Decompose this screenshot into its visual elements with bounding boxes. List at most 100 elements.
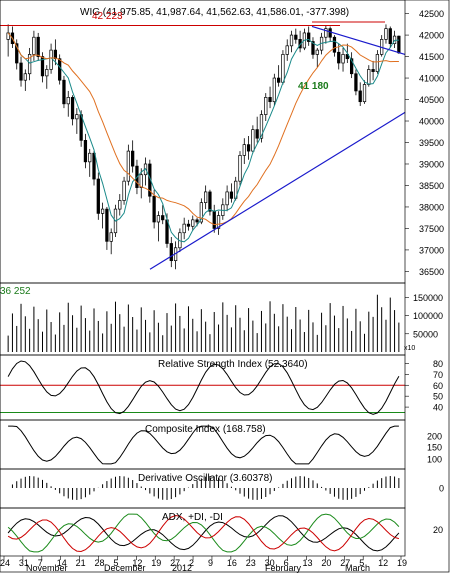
candle-body — [281, 54, 285, 83]
short-moving-average-line — [7, 32, 399, 243]
day-tick-label: 23 — [246, 558, 256, 568]
minus-di-line — [7, 514, 400, 553]
rsi-tick-label: 70 — [433, 370, 443, 380]
candle-body — [139, 174, 143, 188]
candle-body — [88, 152, 92, 163]
candle-body — [199, 202, 203, 223]
candle-body — [268, 97, 272, 103]
candle-body — [100, 208, 105, 214]
rsi-tick-label: 80 — [433, 359, 443, 369]
candle-body — [212, 210, 216, 229]
price-tick-label: 36500 — [419, 267, 444, 277]
derivative-panel — [11, 476, 400, 500]
composite-panel — [8, 425, 399, 465]
price-tick-label: 39000 — [419, 159, 444, 169]
candle-body — [354, 73, 358, 92]
candle-body — [15, 43, 19, 64]
candle-body — [62, 79, 66, 105]
candle-body — [337, 51, 341, 64]
candle-body — [109, 232, 113, 242]
candle-body — [371, 69, 375, 72]
candle-body — [27, 54, 32, 75]
candle-body — [294, 34, 298, 40]
rsi-title: Relative Strength Index (52.3640) — [158, 359, 308, 370]
volume-tick-label: 100000 — [413, 311, 443, 321]
price-tick-label: 38500 — [419, 181, 444, 191]
candle-body — [362, 84, 367, 103]
day-tick-label: 13 — [302, 558, 312, 568]
day-tick-label: 9 — [208, 558, 213, 568]
candle-body — [264, 97, 268, 115]
derivative-title: Derivative Oscillator (3.60378) — [138, 473, 273, 484]
candle-body — [259, 114, 264, 139]
price-tick-label: 42000 — [419, 31, 444, 41]
candle-body — [341, 54, 345, 64]
panel-frame — [0, 282, 406, 356]
day-tick-label: 7 — [38, 558, 43, 568]
rsi-panel — [0, 360, 405, 415]
month-label: March — [345, 563, 370, 573]
candle-body — [152, 195, 156, 223]
candle-body — [126, 150, 131, 182]
day-tick-label: 2 — [189, 558, 194, 568]
candle-body — [328, 28, 332, 38]
long-moving-average-line — [7, 32, 399, 226]
candle-body — [105, 208, 109, 242]
day-tick-label: 27 — [170, 558, 180, 568]
candle-body — [45, 69, 49, 77]
day-tick-label: 19 — [397, 558, 407, 568]
rsi-tick-label: 50 — [433, 392, 443, 402]
price-tick-label: 37000 — [419, 245, 444, 255]
day-tick-label: 16 — [227, 558, 237, 568]
price-tick-label: 37500 — [419, 224, 444, 234]
plus-di-line — [7, 513, 400, 553]
rsi-tick-label: 40 — [433, 403, 443, 413]
adx-panel — [7, 513, 400, 553]
day-tick-label: 12 — [132, 558, 142, 568]
low-annotation: 36 252 — [0, 286, 31, 297]
price-tick-label: 39500 — [419, 138, 444, 148]
candle-body — [255, 129, 259, 139]
volume-tick-label: 150000 — [413, 293, 443, 303]
candle-body — [191, 219, 195, 227]
composite-tick-label: 100 — [427, 455, 442, 465]
composite-title: Composite Index (168.758) — [145, 424, 266, 435]
adx-title: ADX, +DI, -DI — [162, 512, 223, 523]
candle-body — [19, 62, 23, 81]
candle-body — [208, 191, 212, 212]
month-label: 2012 — [172, 563, 192, 573]
price-tick-label: 38000 — [419, 202, 444, 212]
candle-body — [195, 219, 199, 223]
candle-body — [307, 32, 311, 42]
day-tick-label: 30 — [265, 558, 275, 568]
candle-body — [384, 28, 388, 40]
day-tick-label: 20 — [321, 558, 331, 568]
price-panel — [0, 21, 406, 270]
candle-body — [311, 41, 315, 55]
candle-body — [324, 28, 328, 38]
candle-body — [246, 144, 251, 152]
candle-body — [388, 28, 392, 45]
day-tick-label: 24 — [0, 558, 10, 568]
day-tick-label: 14 — [57, 558, 67, 568]
panel-frame — [0, 507, 406, 557]
candle-body — [349, 58, 354, 75]
volume-tick-label: 50000 — [413, 329, 438, 339]
volume-panel — [7, 294, 400, 352]
candle-body — [242, 144, 246, 156]
composite-line — [8, 425, 399, 465]
day-tick-label: 6 — [284, 558, 289, 568]
candle-body — [36, 36, 40, 57]
adx-line — [7, 515, 400, 552]
candle-body — [122, 180, 126, 201]
day-tick-label: 31 — [19, 558, 29, 568]
candle-body — [23, 73, 27, 81]
price-tick-label: 41000 — [419, 74, 444, 84]
volume-multiplier: x10 — [404, 345, 415, 352]
high-annotation: 42 223 — [92, 11, 123, 22]
adx-tick-label: 20 — [433, 525, 443, 535]
candle-body — [182, 223, 186, 234]
candle-body — [367, 69, 371, 85]
day-tick-label: 19 — [151, 558, 161, 568]
